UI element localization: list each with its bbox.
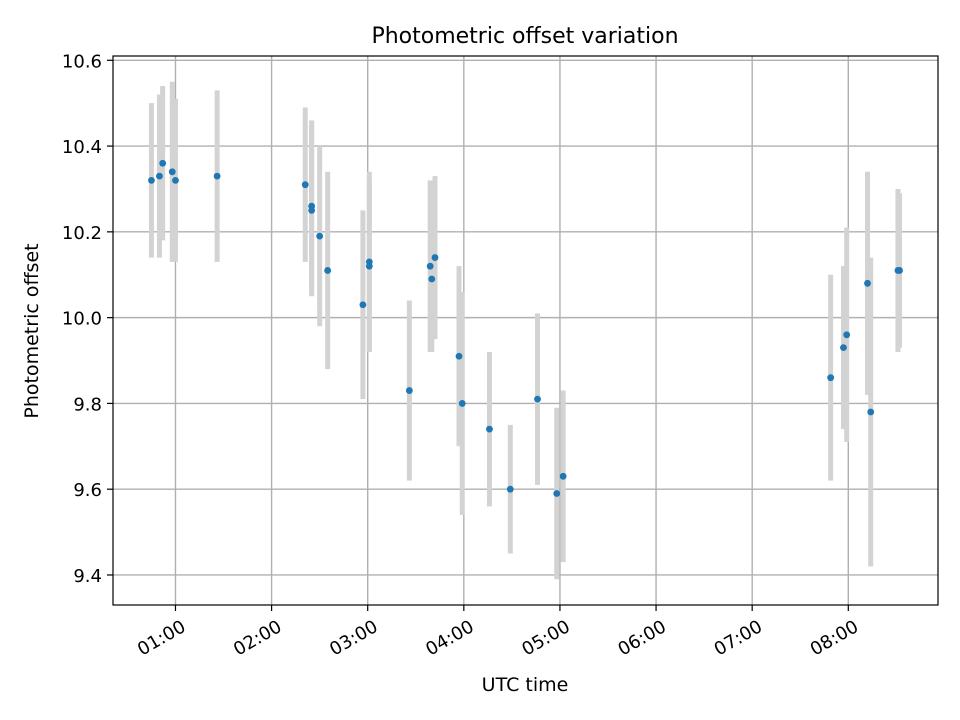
y-tick-label: 10.2: [62, 223, 102, 244]
data-point: [365, 262, 373, 270]
data-point: [559, 472, 567, 480]
data-point: [455, 352, 463, 360]
y-tick-label: 9.4: [73, 566, 102, 587]
data-point: [213, 172, 221, 180]
data-point: [172, 176, 179, 184]
data-point: [843, 331, 851, 339]
y-axis-label: Photometric offset: [21, 243, 43, 418]
data-point: [148, 176, 155, 184]
data-point: [308, 207, 316, 214]
x-axis-label: UTC time: [482, 674, 569, 696]
data-point: [428, 275, 436, 283]
data-point: [840, 344, 847, 352]
plot-frame: [112, 55, 939, 606]
data-point: [864, 279, 871, 287]
point-layer: [148, 159, 903, 497]
data-point: [506, 485, 514, 493]
data-point: [168, 168, 176, 176]
data-point: [359, 301, 367, 309]
data-point: [553, 490, 561, 497]
data-point: [316, 232, 324, 240]
chart-title: Photometric offset variation: [371, 24, 678, 49]
data-point: [867, 408, 875, 416]
data-point: [156, 172, 163, 180]
y-tick-label: 10.0: [62, 309, 102, 330]
data-point: [301, 181, 309, 189]
data-point: [159, 159, 167, 167]
data-point: [405, 387, 413, 394]
data-point: [426, 262, 434, 270]
y-tick-label: 10.4: [62, 137, 102, 158]
y-tick-label: 9.8: [73, 394, 102, 415]
data-point: [534, 395, 541, 403]
data-point: [324, 267, 332, 274]
y-tick-label: 10.6: [62, 51, 102, 72]
data-point: [896, 267, 903, 274]
data-point: [486, 425, 493, 433]
data-point: [827, 374, 835, 382]
y-tick-label: 9.6: [73, 480, 102, 501]
data-point: [458, 400, 466, 407]
data-point: [431, 254, 439, 261]
grid-layer: [113, 56, 938, 605]
